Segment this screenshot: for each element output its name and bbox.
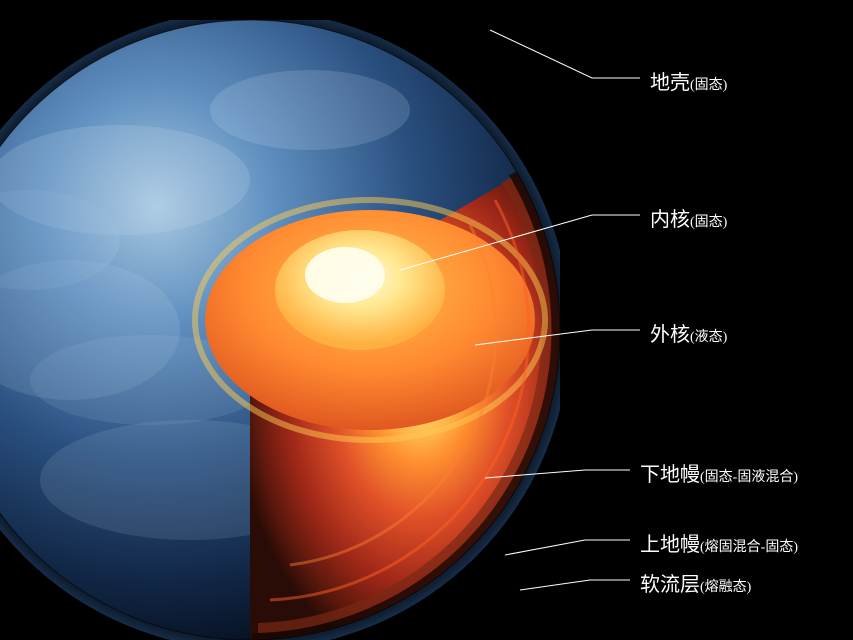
label-crust-sub: (固态) (690, 78, 727, 93)
earth-cutaway-diagram (0, 20, 560, 640)
label-asthenosphere-main: 软流层 (640, 574, 700, 596)
label-crust: 地壳(固态) (650, 66, 727, 95)
label-asthenosphere: 软流层(熔融态) (640, 568, 751, 597)
label-upper-mantle-sub: (熔固混合-固态) (700, 540, 798, 555)
label-inner-core: 内核(固态) (650, 203, 727, 232)
label-upper-mantle-main: 上地幔 (640, 534, 700, 556)
label-lower-mantle-main: 下地幔 (640, 464, 700, 486)
label-outer-core: 外核(液态) (650, 318, 727, 347)
label-outer-core-main: 外核 (650, 324, 690, 346)
label-upper-mantle: 上地幔(熔固混合-固态) (640, 528, 798, 557)
label-inner-core-main: 内核 (650, 209, 690, 231)
label-crust-main: 地壳 (650, 72, 690, 94)
label-lower-mantle-sub: (固态-固液混合) (700, 470, 798, 485)
label-inner-core-sub: (固态) (690, 215, 727, 230)
label-lower-mantle: 下地幔(固态-固液混合) (640, 458, 798, 487)
label-outer-core-sub: (液态) (690, 330, 727, 345)
label-asthenosphere-sub: (熔融态) (700, 580, 751, 595)
